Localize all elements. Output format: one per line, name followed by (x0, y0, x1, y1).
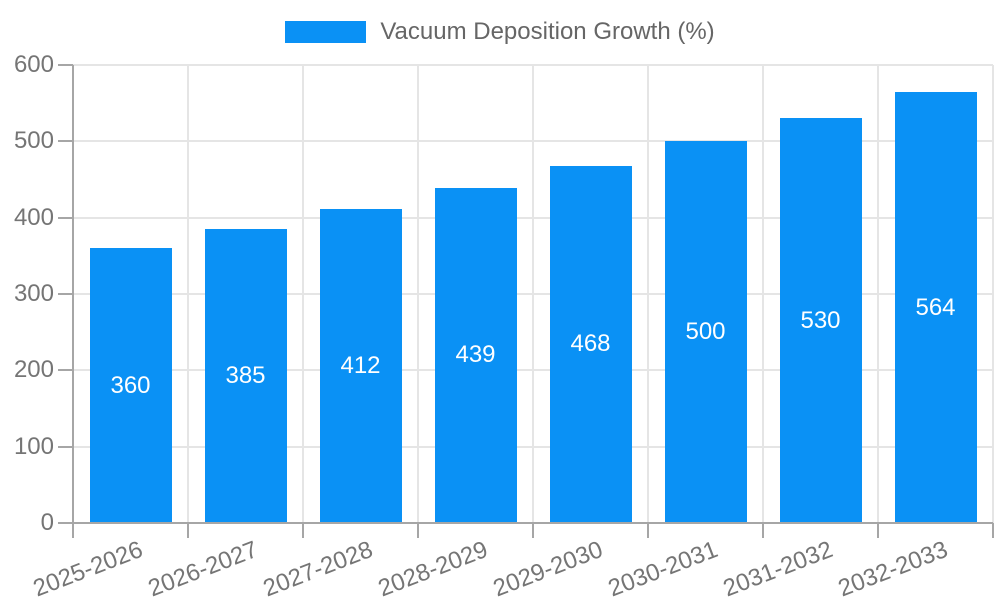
bar-value-label: 500 (685, 318, 726, 346)
legend-item[interactable]: Vacuum Deposition Growth (%) (0, 19, 1000, 45)
bar (894, 92, 977, 523)
legend-label: Vacuum Deposition Growth (%) (380, 18, 715, 45)
bar (89, 248, 172, 523)
x-gridline (762, 65, 764, 523)
x-axis-tick (417, 523, 419, 538)
bar-value-label: 360 (110, 371, 151, 399)
y-axis-line (72, 65, 74, 538)
y-axis-tick (58, 140, 73, 143)
y-tick-label: 300 (13, 280, 54, 307)
bar-value-label: 412 (340, 351, 381, 379)
bar-value-label: 530 (800, 306, 841, 334)
y-tick-label: 600 (13, 51, 54, 78)
x-gridline (417, 65, 419, 523)
x-axis-tick (72, 523, 74, 538)
y-axis-tick (58, 293, 73, 295)
x-tick-label: 2027-2028 (259, 536, 377, 600)
x-gridline (532, 65, 534, 523)
x-axis-tick (532, 523, 534, 538)
y-tick-label: 100 (13, 432, 54, 460)
x-gridline (877, 65, 879, 523)
y-axis-tick (58, 445, 73, 448)
y-axis-tick (58, 64, 73, 66)
x-axis-tick (762, 523, 764, 538)
x-gridline (187, 65, 189, 523)
bar (664, 141, 747, 523)
x-axis-tick (647, 523, 649, 538)
x-tick-label: 2028-2029 (374, 536, 492, 600)
y-axis-tick (58, 522, 73, 524)
x-tick-label: 2031-2032 (719, 536, 837, 600)
bar-value-label: 439 (455, 341, 496, 369)
x-tick-label: 2025-2026 (29, 536, 147, 600)
x-axis-tick (992, 523, 994, 538)
x-tick-label: 2030-2031 (604, 536, 722, 600)
bar (779, 118, 862, 523)
legend-swatch (285, 21, 367, 43)
x-axis-tick (877, 523, 879, 538)
y-tick-label: 400 (13, 203, 54, 231)
bar (319, 208, 402, 523)
x-tick-label: 2032-2033 (834, 536, 952, 600)
x-gridline (647, 65, 649, 523)
bar (434, 187, 517, 523)
y-tick-label: 500 (13, 127, 54, 155)
bar-value-label: 564 (915, 293, 956, 321)
y-tick-label: 200 (13, 356, 54, 384)
bar (204, 229, 287, 523)
x-axis-tick (187, 523, 189, 538)
x-gridline (302, 65, 304, 523)
x-tick-label: 2026-2027 (144, 536, 262, 600)
bar (549, 165, 632, 523)
y-tick-label: 0 (40, 509, 54, 536)
bar-value-label: 468 (570, 330, 611, 358)
x-gridline (992, 65, 994, 523)
y-axis-tick (58, 369, 73, 372)
x-axis-tick (302, 523, 304, 538)
x-tick-label: 2029-2030 (489, 536, 607, 600)
y-axis-tick (58, 216, 73, 219)
bar-value-label: 385 (225, 362, 266, 390)
